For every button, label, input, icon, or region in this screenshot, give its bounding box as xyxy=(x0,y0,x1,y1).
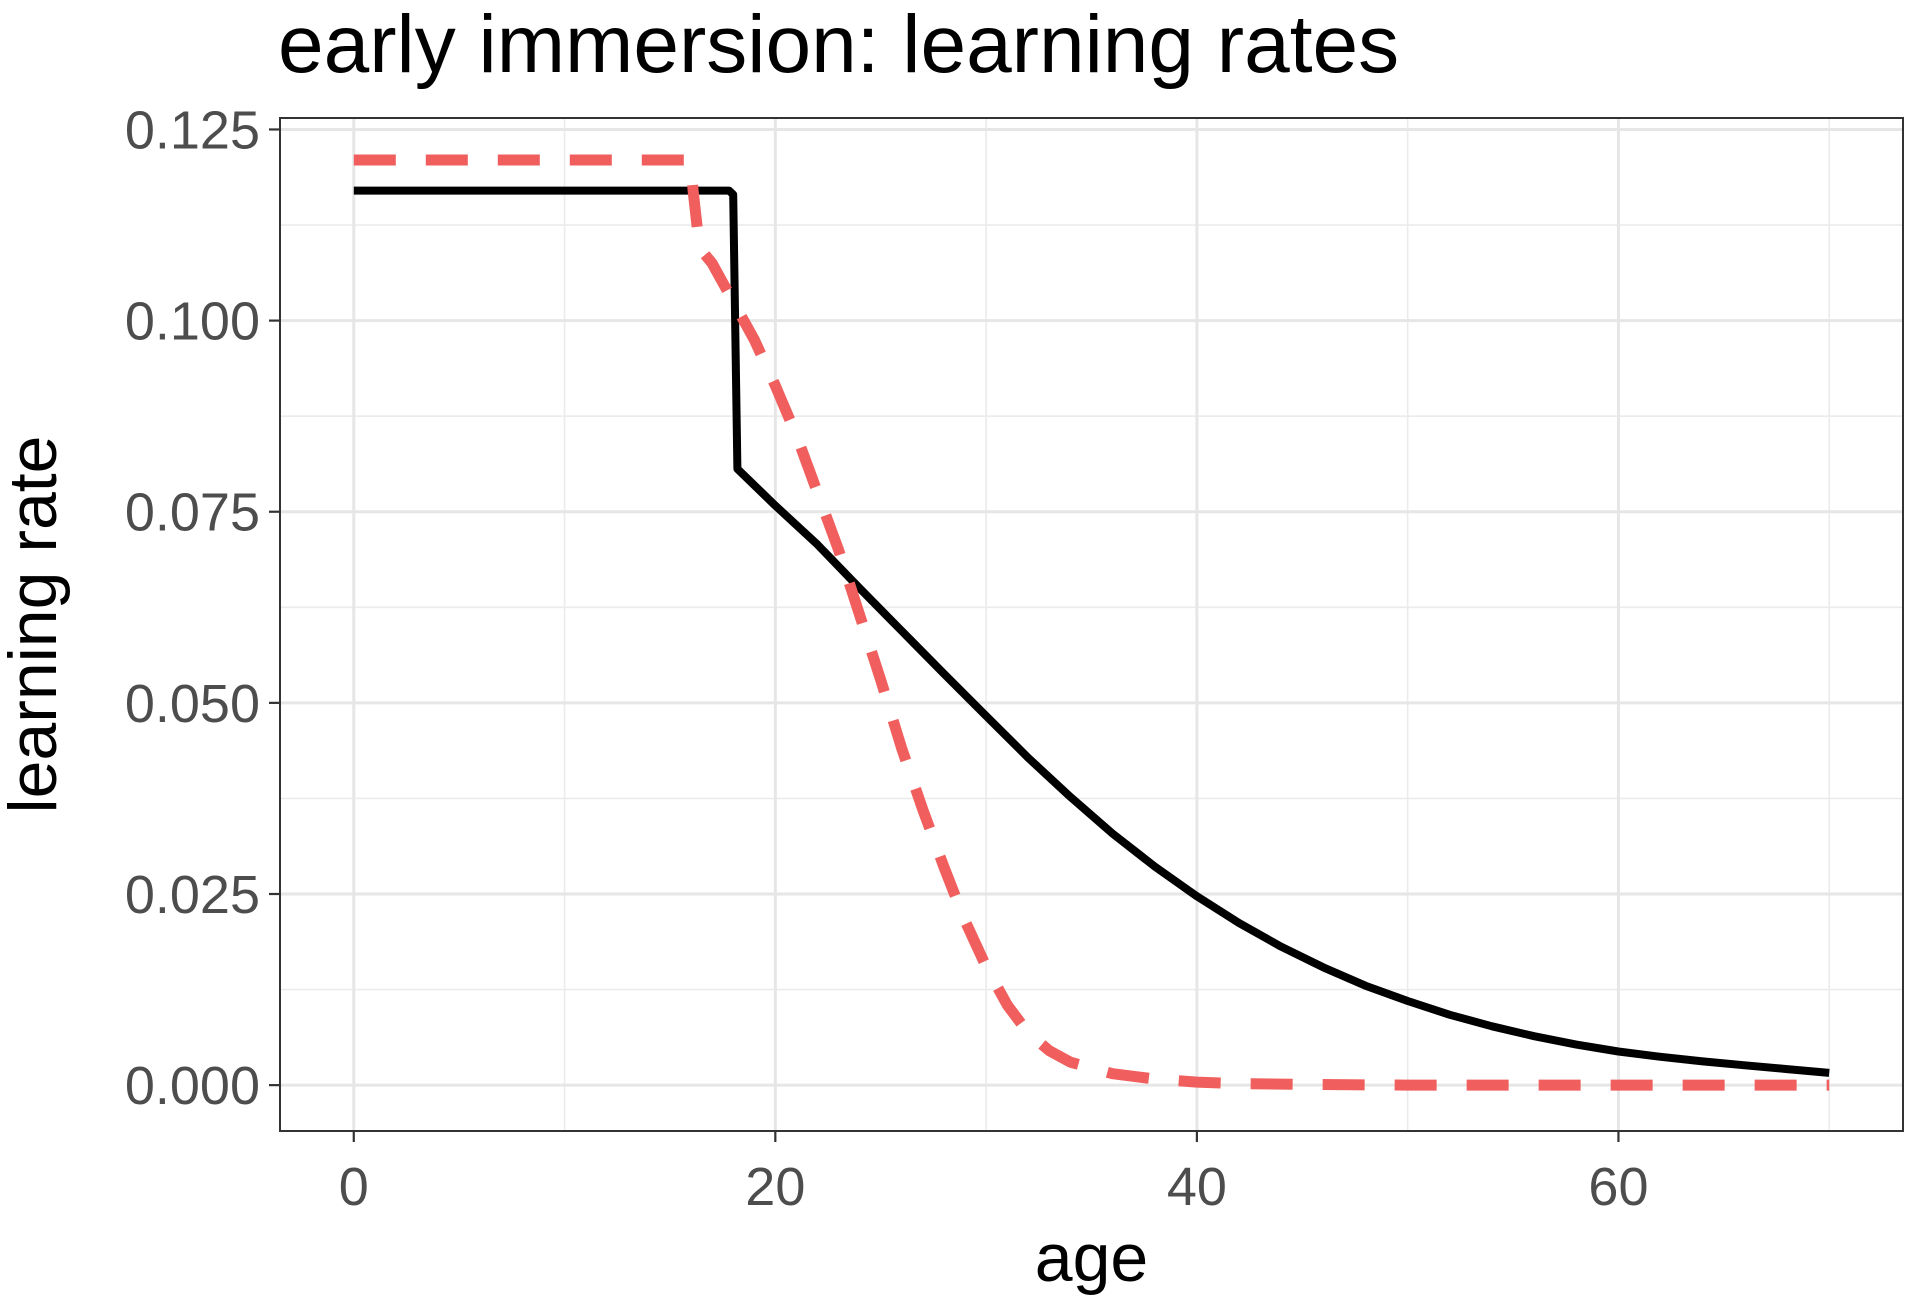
x-tick-label: 40 xyxy=(1167,1157,1227,1217)
y-tick-label: 0.025 xyxy=(125,865,260,925)
grid-layer xyxy=(280,118,1903,1131)
y-tick-label: 0.000 xyxy=(125,1056,260,1116)
x-tick-label: 60 xyxy=(1588,1157,1648,1217)
series-line-2 xyxy=(353,154,1830,1091)
y-tick-label: 0.125 xyxy=(125,100,260,160)
series-line-1 xyxy=(353,186,1830,1077)
x-tick-label: 0 xyxy=(339,1157,369,1217)
x-axis-title: age xyxy=(1035,1220,1148,1296)
plot-panel-border xyxy=(279,117,1904,1132)
chart-title: early immersion: learning rates xyxy=(278,0,1399,90)
x-tick-label: 20 xyxy=(745,1157,805,1217)
y-tick-label: 0.100 xyxy=(125,292,260,352)
y-axis-title: learning rate xyxy=(0,435,71,813)
y-tick-label: 0.075 xyxy=(125,483,260,543)
tick-layer: 0.000 0.025 0.050 0.075 0.100 0.125 0 20 40 60 xyxy=(125,100,1649,1217)
series-layer xyxy=(353,154,1830,1091)
y-tick-label: 0.050 xyxy=(125,674,260,734)
